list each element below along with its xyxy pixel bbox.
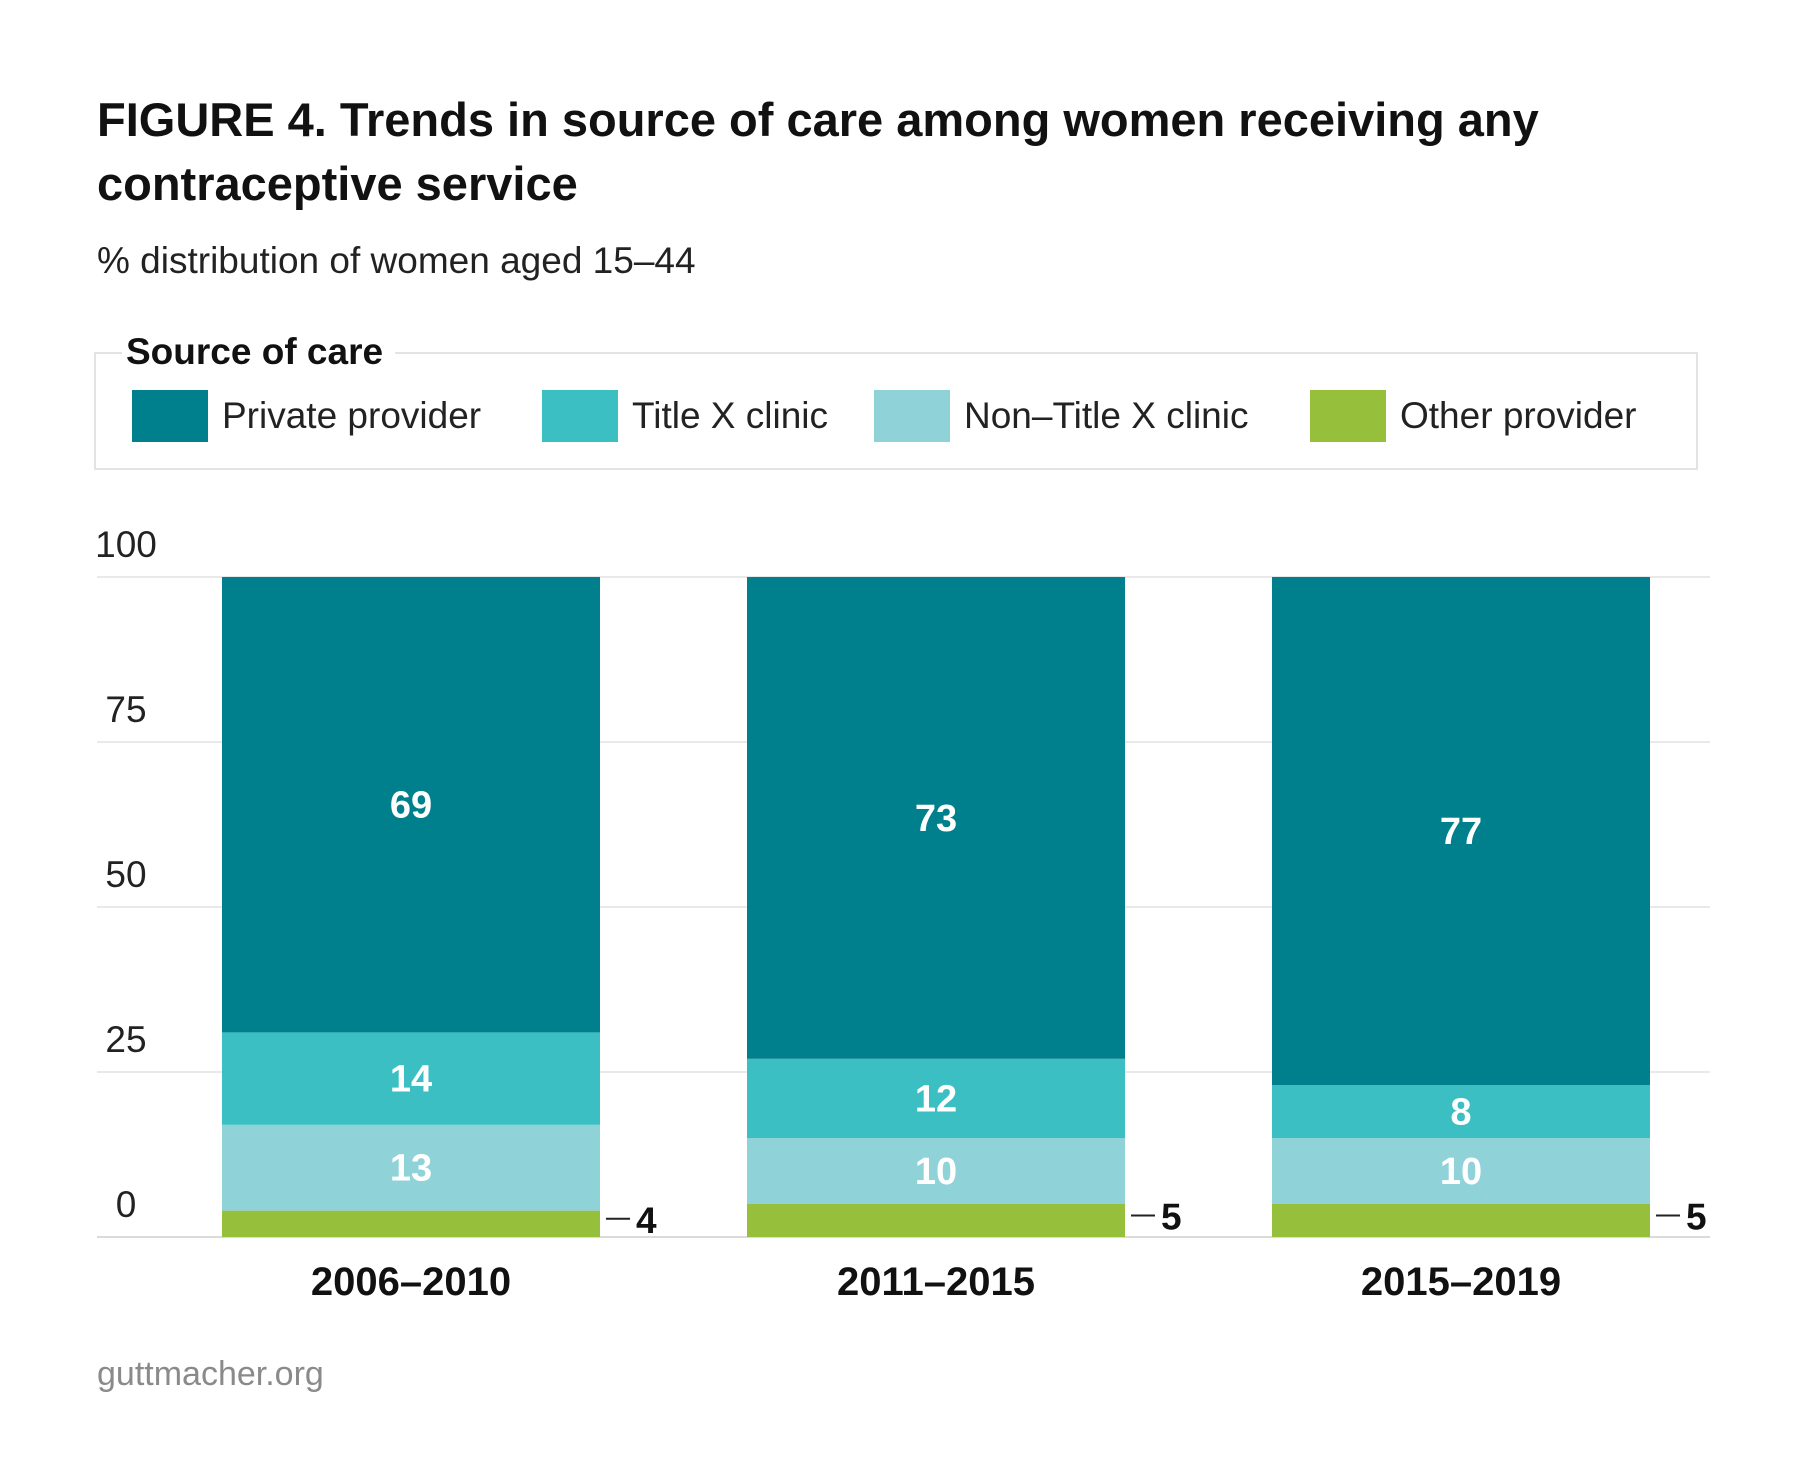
y-tick-label-0: 0	[116, 1184, 137, 1225]
data-label-non-title-x-clinic-2015-2019: 10	[1440, 1151, 1482, 1193]
y-tick-label-75: 75	[105, 689, 146, 730]
legend-item-non-title-x-clinic: Non–Title X clinic	[874, 390, 1248, 442]
bar-private-provider-2015-2019	[1272, 577, 1650, 1086]
data-label-title-x-clinic-2015-2019: 8	[1450, 1092, 1471, 1134]
chart-subtitle: % distribution of women aged 15–44	[97, 240, 696, 281]
data-label-non-title-x-clinic-2006-2010: 13	[390, 1148, 432, 1190]
legend-label-non-title-x-clinic: Non–Title X clinic	[964, 395, 1249, 436]
data-label-other-provider-2011-2015: 5	[1161, 1197, 1182, 1238]
legend: Source of care Private provider Title X …	[94, 327, 1698, 470]
legend-swatch-title-x-clinic	[542, 390, 618, 442]
bar-title-x-clinic-2011-2015	[747, 1058, 1125, 1138]
data-label-private-provider-2006-2010: 69	[390, 785, 432, 827]
bar-non-title-x-clinic-2015-2019	[1272, 1138, 1650, 1204]
legend-swatch-other-provider	[1310, 390, 1386, 442]
x-tick-label-2011-2015: 2011–2015	[837, 1260, 1035, 1304]
source-credit: guttmacher.org	[97, 1355, 324, 1393]
bar-title-x-clinic-2006-2010	[222, 1032, 600, 1125]
data-label-other-provider-2006-2010: 4	[636, 1200, 657, 1241]
data-label-title-x-clinic-2011-2015: 12	[915, 1078, 957, 1120]
x-tick-label-2015-2019: 2015–2019	[1361, 1260, 1561, 1304]
data-label-private-provider-2015-2019: 77	[1440, 811, 1482, 853]
y-tick-label-50: 50	[105, 854, 146, 895]
legend-item-title-x-clinic: Title X clinic	[542, 390, 828, 442]
bar-private-provider-2011-2015	[747, 577, 1125, 1059]
data-label-title-x-clinic-2006-2010: 14	[390, 1059, 432, 1101]
bar-private-provider-2006-2010	[222, 577, 600, 1033]
y-tick-label-100: 100	[95, 524, 157, 565]
bar-non-title-x-clinic-2006-2010	[222, 1124, 600, 1211]
legend-item-private-provider: Private provider	[132, 390, 481, 442]
data-label-private-provider-2011-2015: 73	[915, 798, 957, 840]
legend-label-title-x-clinic: Title X clinic	[632, 395, 829, 436]
bar-other-provider-2015-2019	[1272, 1204, 1650, 1237]
legend-swatch-private-provider	[132, 390, 208, 442]
x-tick-label-2006-2010: 2006–2010	[311, 1260, 511, 1304]
y-tick-label-25: 25	[105, 1019, 146, 1060]
legend-title: Source of care	[122, 327, 396, 377]
legend-label-private-provider: Private provider	[222, 395, 482, 436]
bar-title-x-clinic-2015-2019	[1272, 1085, 1650, 1138]
bar-other-provider-2011-2015	[747, 1204, 1125, 1237]
chart-title: FIGURE 4. Trends in source of care among…	[97, 93, 1539, 210]
bar-non-title-x-clinic-2011-2015	[747, 1138, 1125, 1204]
legend-item-other-provider: Other provider	[1310, 390, 1637, 442]
legend-label-other-provider: Other provider	[1400, 395, 1637, 436]
bar-other-provider-2006-2010	[222, 1210, 600, 1237]
data-label-non-title-x-clinic-2011-2015: 10	[915, 1151, 957, 1193]
data-label-other-provider-2015-2019: 5	[1686, 1197, 1707, 1238]
legend-swatch-non-title-x-clinic	[874, 390, 950, 442]
